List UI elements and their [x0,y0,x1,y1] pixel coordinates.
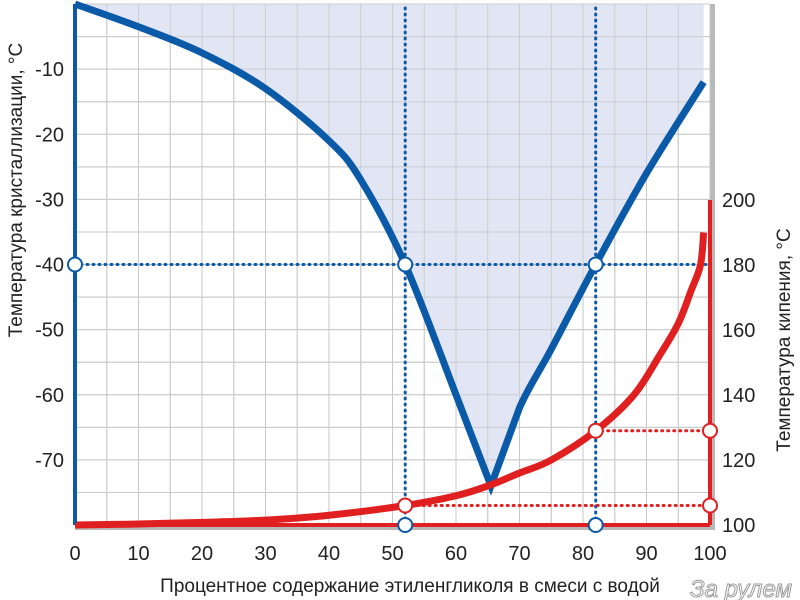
x-tick-label: 10 [127,543,149,565]
x-tick-label: 20 [191,543,213,565]
marker-layer [67,256,718,533]
x-tick-label: 50 [381,543,403,565]
series-line-1 [74,232,708,529]
y-right-tick-label: 140 [722,385,755,407]
y-left-tick-label: -40 [35,255,64,277]
x-tick-label: 0 [69,543,80,565]
x-tick-label: 90 [635,543,657,565]
x-axis-title: Процентное содержание этиленгликоля в см… [160,576,660,597]
y-right-tick-label: 100 [722,515,755,537]
y-left-tick-label: -10 [35,59,64,81]
y-left-tick-label: -50 [35,320,64,342]
y-right-tick-label: 180 [722,255,755,277]
y-left-tick-label: -60 [35,385,64,407]
x-tick-label: 40 [318,543,340,565]
marker-point-7 [397,517,414,533]
marker-point-4 [702,497,718,514]
plot-shadow-bottom [75,525,715,530]
y-axis-left-title: Температура кристаллизации, °C [6,43,27,337]
tick-labels: 0 10 20 30 40 50 60 70 80 90 100 -10 -20 -30 -40 -50 -60… [35,59,755,565]
marker-point-5 [587,422,604,439]
marker-point-1 [397,256,414,273]
y-right-tick-label: 160 [722,320,755,342]
y-left-tick-label: -20 [35,124,64,146]
marker-point-8 [587,517,604,533]
marker-point-3 [397,497,414,514]
x-tick-label: 30 [254,543,276,565]
marker-point-0 [67,256,83,273]
x-tick-label: 60 [445,543,467,565]
x-tick-label: 70 [508,543,530,565]
marker-point-6 [702,422,718,439]
x-tick-label: 100 [693,543,726,565]
y-right-tick-label: 200 [722,190,755,212]
watermark-logo: За рулем [690,576,792,600]
y-axis-right-title: Температура кипения, °C [774,228,795,451]
y-left-tick-label: -30 [35,189,64,211]
y-left-tick-label: -70 [35,450,64,472]
plot-shadow-right [710,4,715,530]
y-right-tick-label: 120 [722,450,755,472]
crystallization-area-fill [75,4,704,486]
x-tick-label: 80 [572,543,594,565]
marker-point-2 [587,256,604,273]
